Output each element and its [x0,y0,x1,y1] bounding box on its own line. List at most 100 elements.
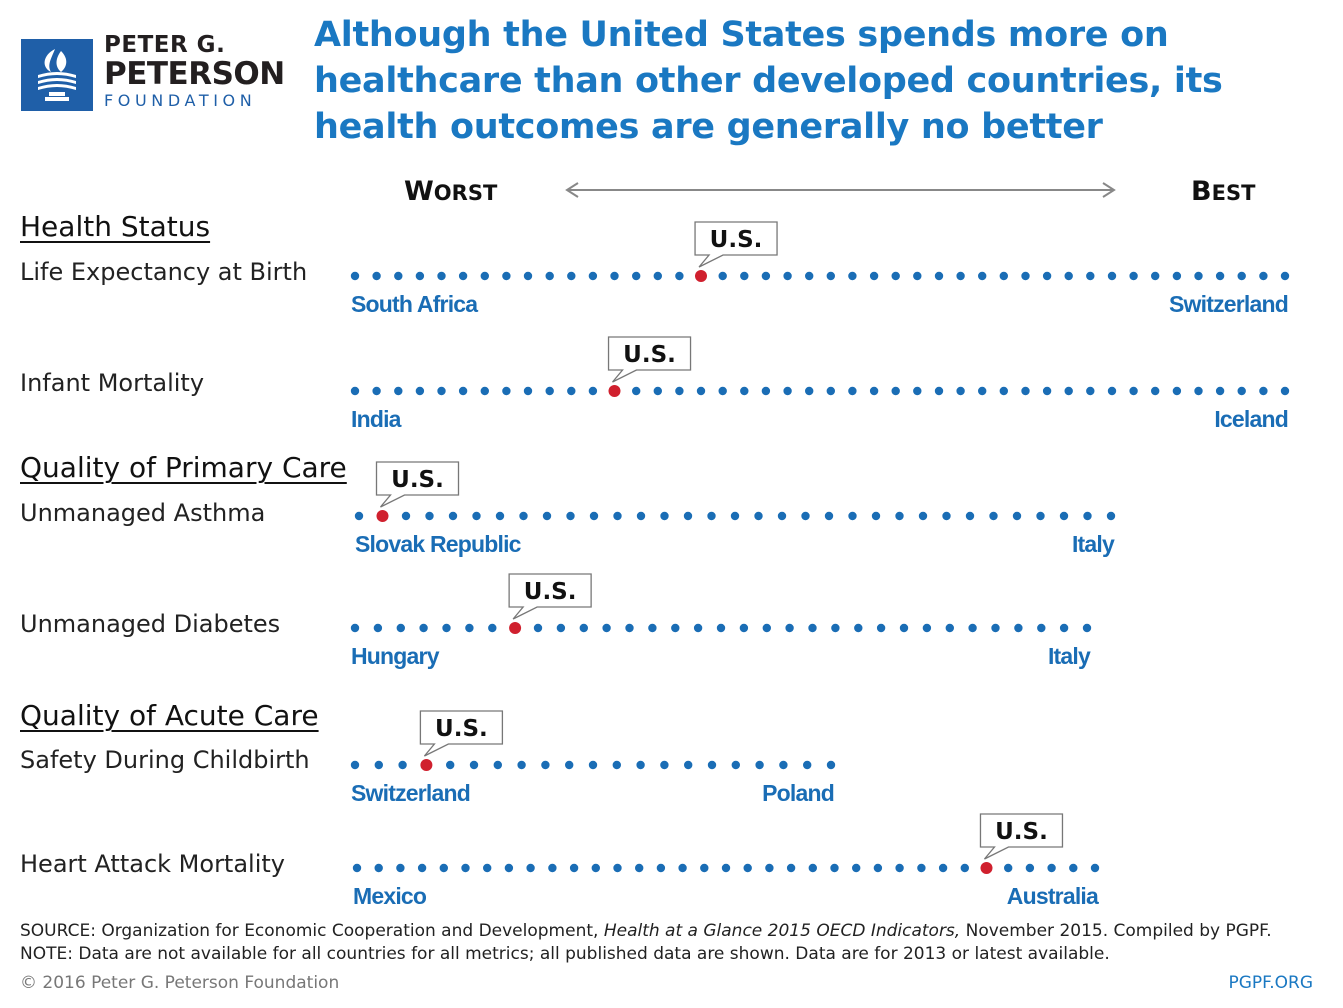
direction-arrow [565,182,1116,198]
country-dot [671,623,680,633]
country-dot [448,511,458,521]
country-dot [548,863,557,873]
country-dot [1090,863,1100,873]
country-dot [852,863,861,873]
callout-box [419,710,504,757]
country-dot [743,863,752,873]
us-callout: U.S. [419,710,504,757]
us-callout: U.S. [979,813,1064,860]
country-dot [740,271,749,281]
country-dot [465,623,474,633]
org-line-1: PETER G. [104,32,226,58]
country-dot [871,511,881,521]
country-dot [683,511,693,521]
country-dot [493,760,502,770]
country-dot [602,623,611,633]
org-line-2: PETERSON [104,56,285,92]
country-dot [934,386,944,396]
country-dot [1194,386,1203,396]
country-dot [352,863,362,873]
country-dot [373,623,383,633]
worst-country-label: Mexico [353,883,427,909]
country-dot [1083,511,1092,521]
country-dot [1082,623,1092,633]
country-dot [1037,623,1046,633]
country-dot [480,386,489,396]
section-primary-care: Quality of Primary Care [20,451,347,484]
country-dot [567,386,576,396]
country-dot [968,623,977,633]
site-link[interactable]: PGPF.ORG [1228,973,1314,993]
country-dot [1042,386,1052,396]
country-dot [1151,386,1160,396]
section-acute-care: Quality of Acute Care [20,699,319,732]
country-dot [523,386,533,396]
country-dot [854,623,863,633]
country-dot [762,623,771,633]
country-dot [1215,271,1225,281]
country-dot [545,271,554,281]
country-dot [696,386,706,396]
country-dot [613,511,622,521]
country-dot [354,511,364,521]
us-callout: U.S. [508,573,592,620]
us-dot [420,759,433,771]
country-dot [739,623,749,633]
best-country-label: Australia [1007,883,1099,909]
strip-unmanaged-diabetes: U.S. Hungary Italy [350,573,1092,669]
country-dot [761,271,771,281]
metric-unmanaged-asthma: Unmanaged Asthma [20,499,266,527]
country-dot [693,623,703,633]
country-dot [785,623,794,633]
country-dot [730,511,740,521]
worst-country-label: Switzerland [351,780,470,806]
country-dot [786,863,796,873]
country-dot [808,863,817,873]
country-dot [567,271,576,281]
country-dot [1172,271,1182,281]
country-dot [1042,271,1052,281]
country-dot [805,271,814,281]
country-dot [869,386,879,396]
country-dot [1107,271,1117,281]
country-dot [1036,511,1045,521]
country-dot [1129,271,1138,281]
country-dot [1069,863,1078,873]
country-dot [569,863,579,873]
callout-box [375,461,460,508]
callout-label: U.S. [623,342,676,368]
country-dot [1064,271,1073,281]
country-dot [504,863,514,873]
country-dot [755,760,764,770]
country-dot [848,511,857,521]
callout-box [979,813,1064,860]
country-dot [956,271,965,281]
country-dot [1021,386,1030,396]
country-dot [899,623,909,633]
foundation-logo [21,39,93,111]
metric-heart-attack: Heart Attack Mortality [20,850,285,878]
best-country-label: Switzerland [1169,291,1288,317]
country-dot [461,863,470,873]
us-callout: U.S. [607,336,692,383]
callout-label: U.S. [435,716,488,742]
callout-box [607,336,692,383]
country-dot [978,271,987,281]
strip-infant-mortality: U.S. India Iceland [350,336,1290,432]
country-dot [918,511,928,521]
country-dot [579,623,588,633]
country-dot [374,760,383,770]
country-dot [895,511,904,521]
country-dot [591,863,600,873]
country-dot [765,863,774,873]
us-dot [376,510,389,522]
us-dot [509,622,522,634]
country-dot [826,271,835,281]
country-dot [675,271,684,281]
country-dot [1280,386,1290,396]
country-dot [761,386,771,396]
country-dot [1059,623,1069,633]
country-dot [653,386,662,396]
country-dot [891,386,900,396]
